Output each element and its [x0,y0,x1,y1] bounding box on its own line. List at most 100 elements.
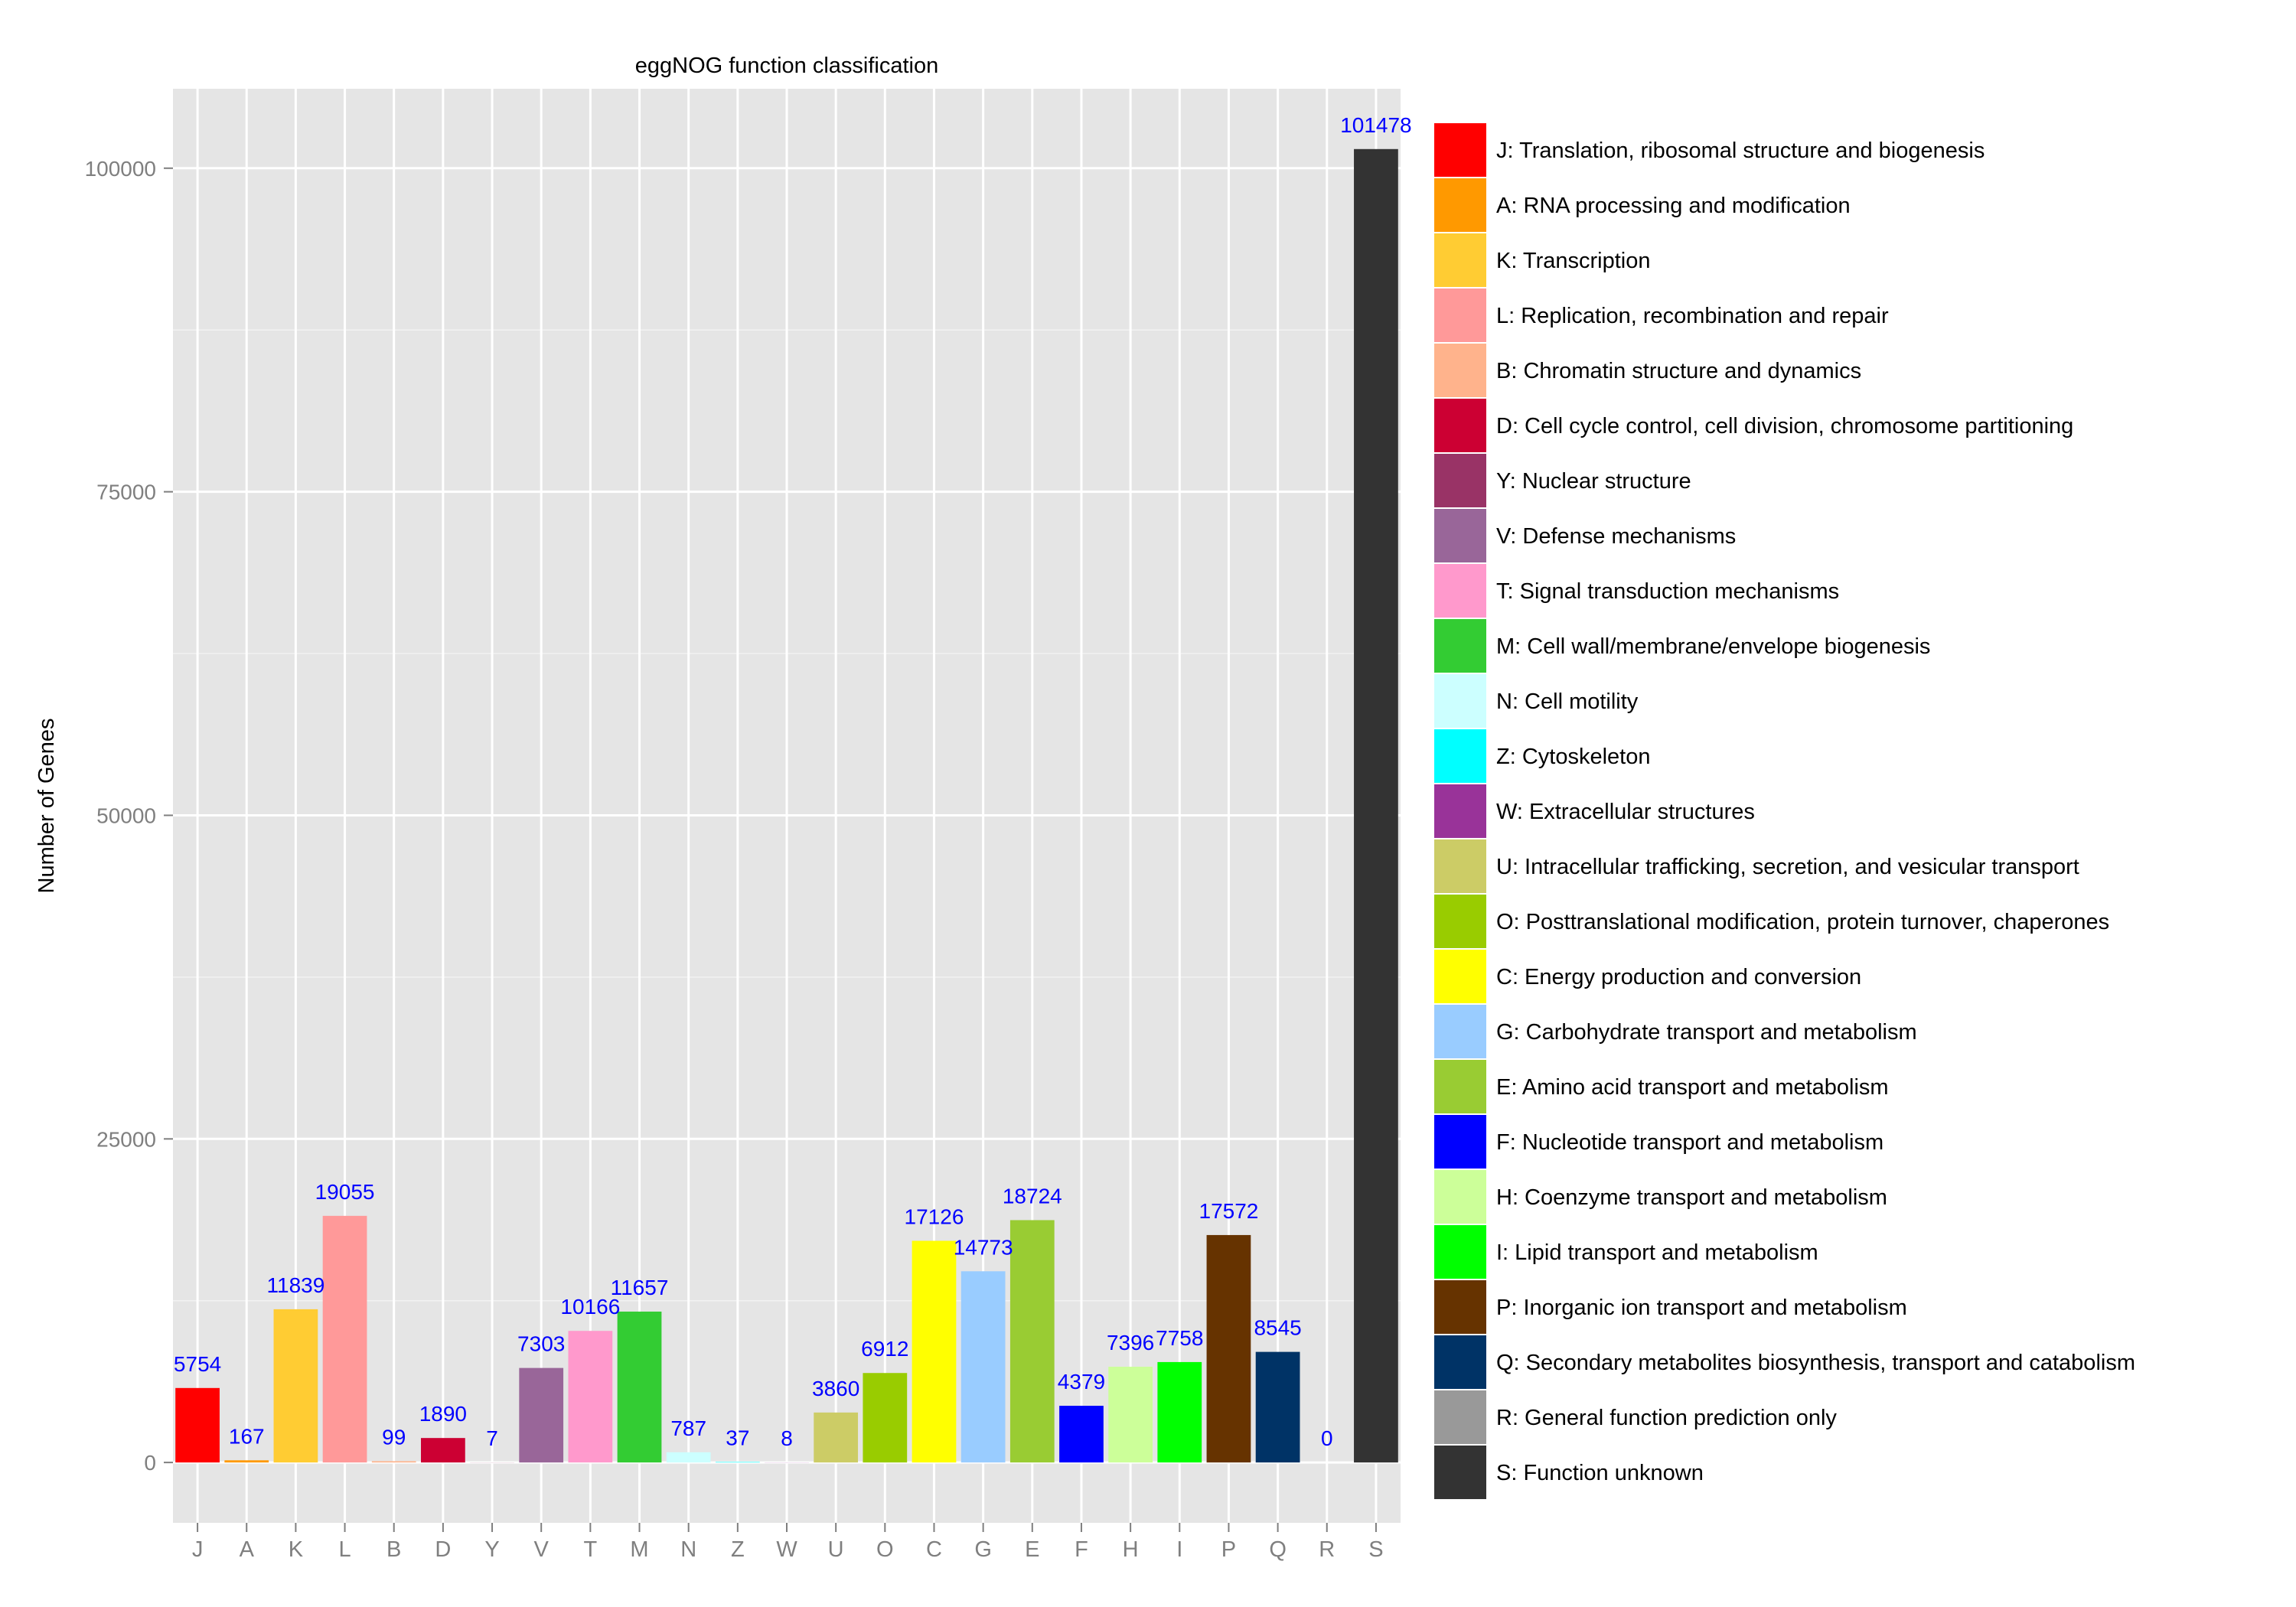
value-label-Y: 7 [486,1426,498,1450]
legend-key-Y [1433,452,1488,509]
value-label-K: 11839 [267,1273,325,1297]
legend-label-E: E: Amino acid transport and metabolism [1496,1075,1889,1100]
value-label-S: 101478 [1340,113,1411,137]
legend-key-Z [1433,728,1488,784]
x-tick-label-V: V [534,1537,550,1562]
x-tick-label-Y: Y [484,1537,499,1562]
legend-label-U: U: Intracellular trafficking, secretion,… [1496,855,2079,879]
legend-key-I [1433,1224,1488,1280]
x-tick-label-O: O [876,1537,894,1562]
x-tick-label-I: I [1176,1537,1182,1562]
legend-key-B [1433,342,1488,399]
bar-N [666,1452,711,1463]
value-label-A: 167 [229,1424,265,1448]
x-tick-label-T: T [584,1537,598,1562]
x-tick-label-L: L [338,1537,351,1562]
value-label-U: 3860 [812,1377,859,1400]
legend-key-R [1433,1389,1488,1446]
x-tick-label-Z: Z [731,1537,745,1562]
legend-label-B: B: Chromatin structure and dynamics [1496,359,1861,383]
bar-O [863,1373,908,1463]
bar-V [519,1367,564,1463]
y-tick-label: 25000 [96,1127,156,1151]
bar-D [421,1438,465,1463]
legend-key-M [1433,618,1488,674]
legend-key-P [1433,1279,1488,1335]
bar-Z [715,1462,760,1463]
bar-E [1009,1220,1055,1463]
legend-label-S: S: Function unknown [1496,1461,1704,1485]
legend-key-E [1433,1058,1488,1115]
value-label-R: 0 [1321,1426,1333,1450]
value-label-H: 7396 [1107,1331,1154,1354]
legend-key-A [1433,177,1488,233]
value-label-F: 4379 [1058,1370,1105,1393]
legend-label-L: L: Replication, recombination and repair [1496,304,1889,328]
legend-label-Q: Q: Secondary metabolites biosynthesis, t… [1496,1351,2135,1375]
value-label-D: 1890 [419,1402,467,1426]
x-tick-label-E: E [1025,1537,1039,1562]
value-label-B: 99 [382,1425,406,1449]
chart-title: eggNOG function classification [635,54,939,78]
value-label-J: 5754 [174,1352,221,1376]
legend-label-Y: Y: Nuclear structure [1496,469,1691,494]
y-tick-label: 50000 [96,804,156,827]
bar-A [224,1460,269,1463]
legend-label-N: N: Cell motility [1496,689,1639,714]
bar-J [175,1387,220,1463]
x-tick-label-P: P [1221,1537,1236,1562]
value-label-P: 17572 [1199,1199,1259,1223]
bar-S [1354,148,1398,1463]
x-tick-label-N: N [680,1537,696,1562]
value-label-V: 7303 [517,1332,565,1356]
x-tick-label-K: K [289,1537,304,1562]
value-label-T: 10166 [560,1295,620,1319]
legend-label-W: W: Extracellular structures [1496,800,1755,824]
bar-F [1059,1406,1104,1463]
legend-label-D: D: Cell cycle control, cell division, ch… [1496,414,2073,438]
value-label-O: 6912 [861,1337,908,1361]
x-tick-label-H: H [1123,1537,1139,1562]
bar-I [1157,1361,1202,1463]
bar-Q [1255,1351,1300,1463]
legend-label-V: V: Defense mechanisms [1496,524,1736,549]
bar-G [960,1271,1006,1463]
legend-key-J [1433,122,1488,178]
bars [175,148,1398,1463]
y-axis-title: Number of Genes [34,719,59,894]
bar-T [568,1331,613,1463]
legend-label-R: R: General function prediction only [1496,1406,1837,1430]
x-tick-label-B: B [386,1537,401,1562]
bar-U [814,1412,859,1463]
value-label-I: 7758 [1156,1326,1203,1350]
x-tick-label-A: A [240,1537,255,1562]
bar-L [322,1215,367,1463]
x-tick-label-D: D [435,1537,451,1562]
legend-label-Z: Z: Cytoskeleton [1496,745,1650,769]
legend-key-Q [1433,1334,1488,1390]
x-tick-label-M: M [630,1537,648,1562]
legend-key-F [1433,1113,1488,1170]
legend-label-C: C: Energy production and conversion [1496,965,1861,989]
x-tick-label-C: C [926,1537,942,1562]
y-tick-label: 100000 [85,157,156,181]
x-tick-label-J: J [192,1537,204,1562]
value-label-G: 14773 [954,1235,1013,1259]
bar-K [273,1309,318,1463]
legend-label-O: O: Posttranslational modification, prote… [1496,910,2109,934]
legend-label-J: J: Translation, ribosomal structure and … [1496,139,1985,163]
legend-label-K: K: Transcription [1496,249,1650,273]
legend-label-A: A: RNA processing and modification [1496,194,1851,218]
value-label-Q: 8545 [1254,1316,1301,1340]
value-label-L: 19055 [315,1180,375,1204]
legend-key-V [1433,507,1488,564]
legend-key-O [1433,893,1488,950]
bar-C [912,1240,957,1463]
x-tick-label-Q: Q [1269,1537,1287,1562]
value-label-E: 18724 [1003,1184,1062,1208]
x-tick-label-F: F [1075,1537,1088,1562]
legend-key-N [1433,673,1488,729]
legend-label-T: T: Signal transduction mechanisms [1496,579,1839,604]
legend-key-T [1433,562,1488,619]
